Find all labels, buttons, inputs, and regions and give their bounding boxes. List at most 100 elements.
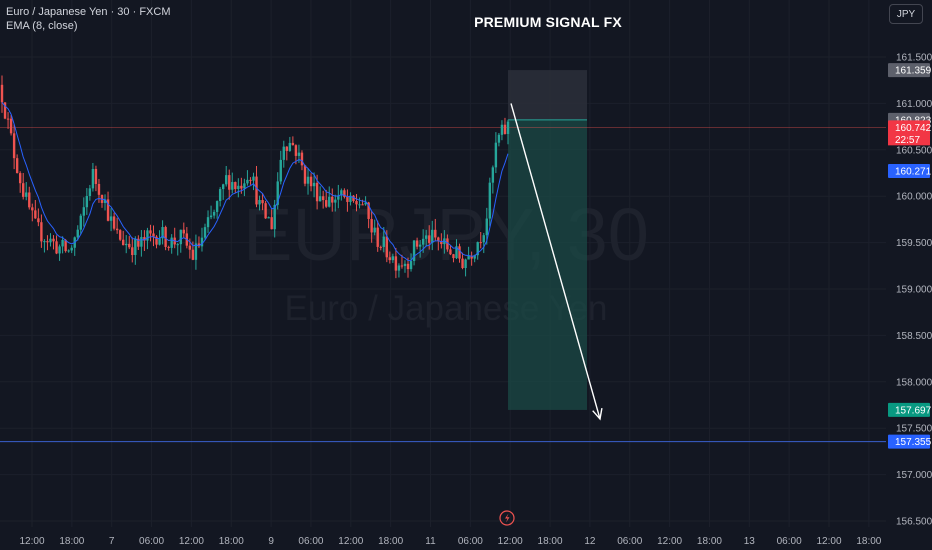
forecast-arrow[interactable] [510,103,603,421]
symbol-legend[interactable]: Euro / Japanese Yen · 30 · FXCM [6,6,171,18]
candle-body [146,230,149,241]
candle-body [3,102,7,119]
candle-body [249,179,252,181]
price-tick: 161.000 [896,99,932,110]
candle-body [188,245,192,250]
price-tick: 159.000 [896,285,932,296]
candle-body [252,176,255,181]
candle-body [212,211,216,216]
candle-body [461,258,464,269]
candle-body [200,237,204,247]
price-tick: 156.500 [896,517,932,528]
time-tick: 18:00 [59,536,84,547]
time-tick: 7 [109,536,115,547]
candle-body [243,183,246,189]
candle-body [118,230,122,240]
price-label-bg-last [888,120,930,135]
price-label-countdown: 22:57 [895,135,920,146]
candle-body [328,196,331,207]
time-axis[interactable]: 12:00 18:00 7 06:00 12:00 18:00 9 06:00 12:00 18:… [19,536,881,547]
candle-body [88,188,92,197]
watermark: EURJPY, 30 Euro / Japanese Yen [243,193,649,328]
candle-body [409,260,413,270]
candle-body [191,249,195,260]
candle-body [397,265,401,271]
candle-body [337,195,340,200]
candle-body [300,152,304,166]
candle-body [361,204,364,206]
candle-body [215,201,219,212]
candle-body [28,192,31,208]
candle-body [415,240,419,247]
candle-body [376,227,379,247]
price-label-bg-stop [888,63,930,78]
candle-body [488,182,492,219]
candle-body [506,121,510,134]
time-tick: 18:00 [538,536,563,547]
time-tick: 06:00 [139,536,164,547]
time-tick: 12:00 [498,536,523,547]
candle-body [115,228,119,231]
candle-body [176,244,179,246]
candle-body [428,235,431,243]
candle-body [334,199,337,203]
candle-body [97,183,101,195]
candle-body [355,201,358,205]
candle-body [309,176,313,187]
candle-body [197,243,201,247]
candle-body [64,240,67,252]
candle-body [503,124,507,134]
candle-body [18,173,22,184]
price-label-bg-target [888,402,930,417]
position-zones[interactable] [508,70,587,410]
candle-body [267,217,270,219]
candle-body [112,216,116,229]
time-tick: 12:00 [338,536,363,547]
price-tick: 157.500 [896,424,932,435]
candle-body [294,145,298,156]
candle-body [403,263,407,267]
candle-body [406,263,410,270]
candle-body [221,184,225,190]
candle-body [497,134,501,143]
candle-body [434,229,437,238]
candle-body [343,190,346,197]
time-tick: 13 [744,536,756,547]
price-label-line: 157.355 [895,437,932,448]
candle-body [446,238,449,250]
candle-body [282,146,285,160]
candle-body [155,236,158,245]
candle-body [437,237,440,242]
candle-body [494,142,498,168]
candle-body [76,229,79,238]
candle-body [79,215,82,230]
price-axis[interactable]: 161.500 161.000 160.500 160.000 159.500 159.0… [896,53,932,528]
candle-body [152,233,155,237]
candle-body [482,235,485,243]
candle-body [182,229,185,234]
stop-loss-zone[interactable] [508,70,587,120]
candle-body [179,229,182,245]
price-tick: 160.000 [896,192,932,203]
candle-body [225,175,228,185]
candle-body [125,243,128,246]
candle-body [303,165,307,184]
candle-body [67,250,70,252]
time-tick: 9 [268,536,274,547]
candle-body [203,227,207,238]
candle-body [306,176,310,184]
candle-body [346,196,349,202]
candle-body [37,218,40,223]
candle-body [194,243,198,260]
candle-body [261,200,264,204]
time-tick: 18:00 [856,536,881,547]
candle-body [476,242,479,256]
currency-button[interactable]: JPY [889,4,923,24]
alert-icon[interactable] [499,510,515,526]
ema-legend[interactable]: EMA (8, close) [6,20,78,32]
horizontal-lines [0,127,886,443]
candle-body [325,200,328,207]
candle-body [218,189,222,202]
take-profit-zone[interactable] [508,119,587,410]
